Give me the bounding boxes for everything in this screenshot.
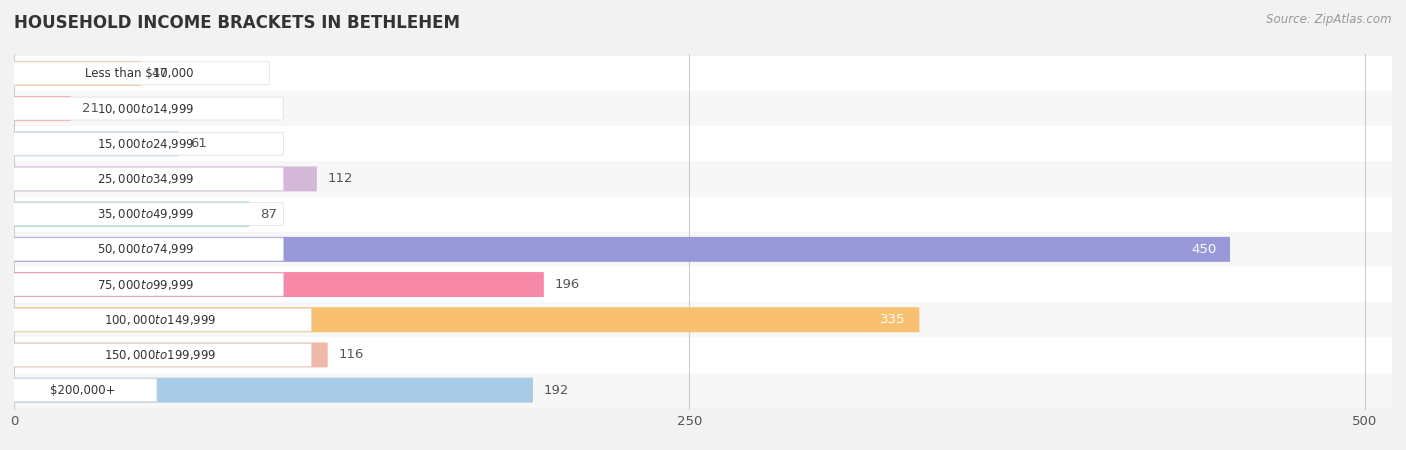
FancyBboxPatch shape [14,131,179,156]
FancyBboxPatch shape [8,132,284,155]
Bar [14,91,1392,126]
FancyBboxPatch shape [8,97,284,120]
Bar [14,56,1392,91]
FancyBboxPatch shape [14,202,249,227]
FancyBboxPatch shape [8,379,157,401]
Text: $200,000+: $200,000+ [51,384,115,396]
Text: 47: 47 [152,67,169,80]
Bar [14,232,1392,267]
Text: 21: 21 [82,102,98,115]
Text: 196: 196 [554,278,579,291]
Bar [14,338,1392,373]
FancyBboxPatch shape [8,167,284,190]
Text: Source: ZipAtlas.com: Source: ZipAtlas.com [1267,14,1392,27]
Text: 112: 112 [328,172,353,185]
Text: $100,000 to $149,999: $100,000 to $149,999 [104,313,217,327]
Bar [14,197,1392,232]
Text: $75,000 to $99,999: $75,000 to $99,999 [97,278,194,292]
Text: $10,000 to $14,999: $10,000 to $14,999 [97,102,194,116]
Text: $15,000 to $24,999: $15,000 to $24,999 [97,137,194,151]
FancyBboxPatch shape [14,237,1230,262]
FancyBboxPatch shape [14,378,533,403]
Text: HOUSEHOLD INCOME BRACKETS IN BETHLEHEM: HOUSEHOLD INCOME BRACKETS IN BETHLEHEM [14,14,460,32]
Text: Less than $10,000: Less than $10,000 [84,67,193,80]
FancyBboxPatch shape [14,61,141,86]
Text: $25,000 to $34,999: $25,000 to $34,999 [97,172,194,186]
Bar [14,126,1392,162]
FancyBboxPatch shape [8,202,284,225]
FancyBboxPatch shape [14,272,544,297]
FancyBboxPatch shape [8,238,284,261]
Bar [14,162,1392,197]
Text: 116: 116 [339,348,364,361]
Text: $150,000 to $199,999: $150,000 to $199,999 [104,348,217,362]
FancyBboxPatch shape [14,166,316,191]
FancyBboxPatch shape [14,307,920,332]
Text: $50,000 to $74,999: $50,000 to $74,999 [97,243,194,256]
Text: $35,000 to $49,999: $35,000 to $49,999 [97,207,194,221]
Text: 450: 450 [1191,243,1216,256]
Text: 87: 87 [260,207,277,220]
Bar [14,302,1392,338]
FancyBboxPatch shape [8,308,311,331]
Text: 335: 335 [880,313,905,326]
Text: 61: 61 [190,137,207,150]
FancyBboxPatch shape [8,62,270,85]
FancyBboxPatch shape [14,96,72,121]
Bar [14,373,1392,408]
FancyBboxPatch shape [14,342,328,368]
FancyBboxPatch shape [8,273,284,296]
FancyBboxPatch shape [8,343,311,366]
Bar [14,267,1392,302]
Text: 192: 192 [544,384,569,396]
